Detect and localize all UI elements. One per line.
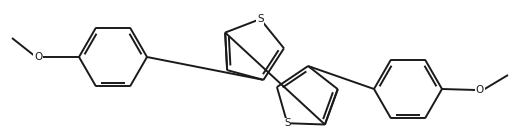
Text: S: S (257, 14, 264, 24)
Text: O: O (34, 52, 42, 62)
Text: S: S (284, 118, 291, 128)
Text: O: O (476, 85, 484, 95)
